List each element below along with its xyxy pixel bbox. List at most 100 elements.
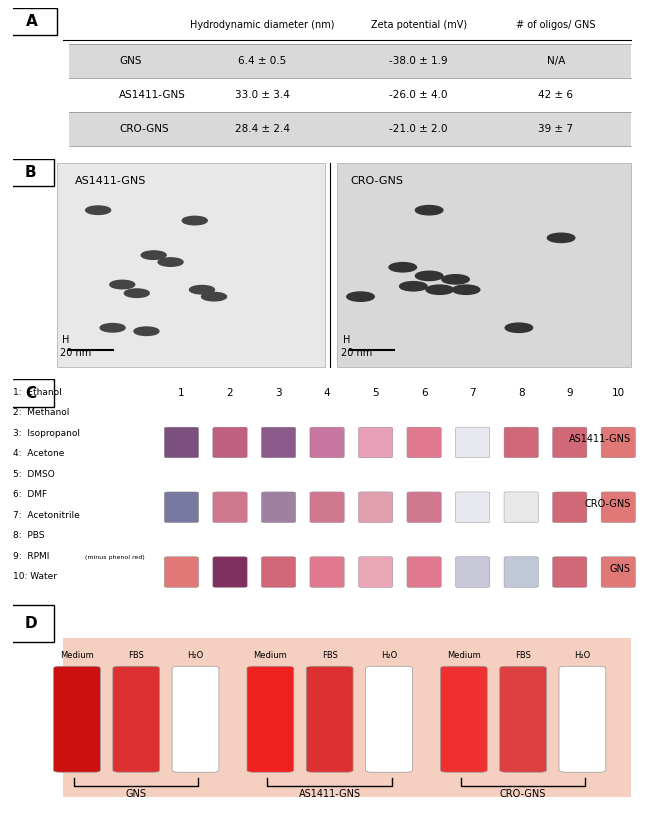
Circle shape: [124, 289, 150, 297]
Text: 8:  PBS: 8: PBS: [13, 531, 44, 540]
Text: 6.4 ± 0.5: 6.4 ± 0.5: [239, 56, 287, 66]
Bar: [168, 535, 196, 563]
FancyBboxPatch shape: [456, 492, 490, 522]
Circle shape: [426, 285, 454, 294]
Bar: [168, 405, 196, 434]
FancyBboxPatch shape: [456, 557, 490, 588]
Text: 10: 10: [612, 388, 625, 398]
Circle shape: [202, 293, 227, 301]
Circle shape: [442, 275, 469, 284]
FancyBboxPatch shape: [164, 557, 199, 588]
FancyBboxPatch shape: [358, 557, 393, 588]
FancyBboxPatch shape: [552, 492, 587, 522]
FancyBboxPatch shape: [500, 667, 547, 773]
Text: 3:  Isopropanol: 3: Isopropanol: [13, 429, 80, 438]
Text: H₂O: H₂O: [187, 651, 203, 660]
Circle shape: [110, 280, 135, 289]
FancyBboxPatch shape: [261, 427, 296, 458]
Text: 2:  Methanol: 2: Methanol: [13, 408, 70, 417]
FancyBboxPatch shape: [504, 557, 538, 588]
Bar: [556, 405, 584, 434]
Circle shape: [389, 262, 417, 272]
FancyBboxPatch shape: [601, 492, 636, 522]
Circle shape: [505, 323, 532, 333]
Bar: [361, 535, 389, 563]
FancyBboxPatch shape: [247, 667, 294, 773]
Bar: [313, 405, 341, 434]
FancyBboxPatch shape: [53, 667, 100, 773]
Text: A: A: [26, 14, 38, 29]
Circle shape: [452, 285, 480, 294]
Text: 7: 7: [469, 388, 476, 398]
Text: 20 nm: 20 nm: [60, 348, 91, 358]
Text: 8: 8: [518, 388, 525, 398]
Bar: [459, 405, 487, 434]
FancyBboxPatch shape: [552, 427, 587, 458]
Bar: [313, 469, 341, 498]
Text: H: H: [343, 336, 350, 346]
Circle shape: [182, 216, 207, 225]
Text: Hydrodynamic diameter (nm): Hydrodynamic diameter (nm): [190, 20, 335, 30]
Bar: [216, 405, 244, 434]
Text: AS1411-GNS: AS1411-GNS: [75, 176, 147, 186]
Text: C: C: [25, 385, 36, 400]
Circle shape: [415, 205, 443, 215]
Text: 20 nm: 20 nm: [341, 348, 372, 358]
Bar: [604, 535, 632, 563]
Text: CRO-GNS: CRO-GNS: [500, 789, 546, 799]
Text: 4: 4: [324, 388, 330, 398]
Bar: [216, 469, 244, 498]
Text: # of oligos/ GNS: # of oligos/ GNS: [516, 20, 595, 30]
Text: Medium: Medium: [254, 651, 287, 660]
Bar: [604, 405, 632, 434]
FancyBboxPatch shape: [456, 427, 490, 458]
FancyBboxPatch shape: [261, 557, 296, 588]
Text: 6:  DMF: 6: DMF: [13, 490, 47, 500]
Text: GNS: GNS: [119, 56, 142, 66]
Text: GNS: GNS: [125, 789, 147, 799]
Text: GNS: GNS: [610, 564, 630, 574]
FancyBboxPatch shape: [310, 492, 345, 522]
Text: B: B: [25, 165, 36, 180]
FancyBboxPatch shape: [407, 557, 441, 588]
Text: FBS: FBS: [515, 651, 531, 660]
Text: 6: 6: [421, 388, 428, 398]
Text: 1: 1: [178, 388, 185, 398]
Bar: [313, 535, 341, 563]
Bar: [604, 469, 632, 498]
Text: 5:  DMSO: 5: DMSO: [13, 469, 55, 478]
Bar: [410, 469, 438, 498]
Text: 1:  Ethanol: 1: Ethanol: [13, 388, 62, 397]
Circle shape: [415, 271, 443, 280]
Circle shape: [190, 285, 214, 294]
Text: Medium: Medium: [447, 651, 481, 660]
Bar: [265, 405, 292, 434]
Circle shape: [158, 258, 183, 267]
Bar: [265, 535, 292, 563]
FancyBboxPatch shape: [441, 667, 488, 773]
FancyBboxPatch shape: [164, 492, 199, 522]
FancyBboxPatch shape: [559, 667, 606, 773]
Bar: [556, 535, 584, 563]
Bar: [507, 469, 535, 498]
Bar: [507, 405, 535, 434]
Text: CRO-GNS: CRO-GNS: [584, 500, 630, 509]
Bar: [459, 535, 487, 563]
Text: FBS: FBS: [128, 651, 144, 660]
Bar: [410, 405, 438, 434]
FancyBboxPatch shape: [365, 667, 412, 773]
Bar: [507, 535, 535, 563]
Text: H₂O: H₂O: [575, 651, 590, 660]
Circle shape: [141, 251, 166, 259]
FancyBboxPatch shape: [172, 667, 219, 773]
FancyBboxPatch shape: [6, 605, 53, 642]
FancyBboxPatch shape: [310, 557, 345, 588]
Text: 9: 9: [566, 388, 573, 398]
Bar: [168, 469, 196, 498]
Text: (minus phenol red): (minus phenol red): [84, 555, 144, 560]
Circle shape: [86, 206, 110, 214]
Circle shape: [347, 292, 374, 302]
Bar: [69, 78, 630, 112]
Circle shape: [134, 327, 159, 336]
Bar: [57, 163, 325, 367]
